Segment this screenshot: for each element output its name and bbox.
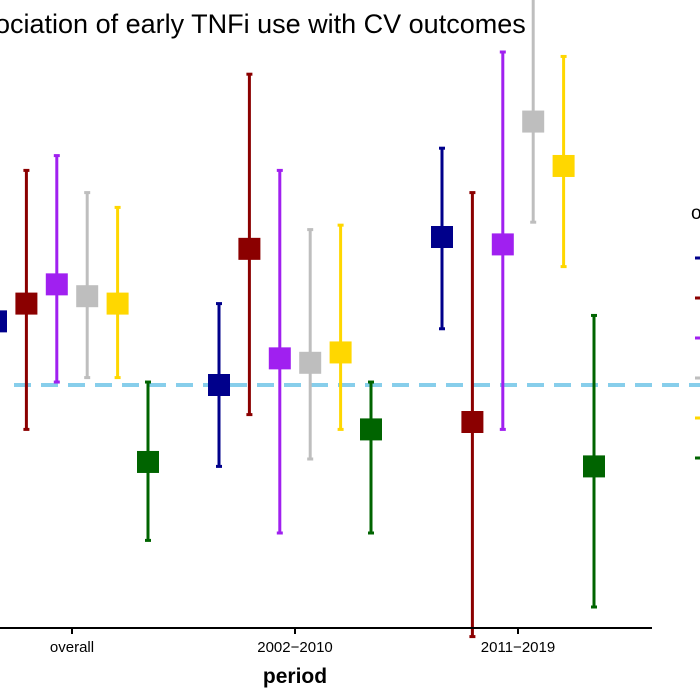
- point-estimate: [0, 310, 7, 333]
- point-estimate: [208, 374, 230, 396]
- point-estimate: [268, 347, 291, 370]
- point-estimate: [76, 285, 99, 308]
- x-axis-ticks: overall 2002−2010 2011−2019: [50, 628, 555, 656]
- point-estimate: [45, 273, 68, 296]
- series-5: [106, 54, 575, 431]
- point-estimate: [106, 292, 129, 315]
- point-estimate: [299, 351, 322, 374]
- x-tick-label: overall: [50, 639, 94, 656]
- x-axis-title: period: [263, 665, 327, 688]
- series-3: [45, 50, 514, 535]
- point-estimate: [15, 292, 38, 315]
- point-estimate: [431, 226, 453, 248]
- series-4: [76, 0, 545, 461]
- series-6: [137, 313, 605, 609]
- x-tick-label: 2002−2010: [257, 639, 333, 656]
- point-estimate: [360, 418, 382, 441]
- plot-area: [0, 0, 700, 639]
- point-estimate: [329, 341, 352, 364]
- point-estimate: [137, 450, 159, 473]
- point-estimate: [491, 233, 514, 256]
- point-estimate: [552, 154, 575, 177]
- point-estimate: [461, 411, 484, 433]
- point-estimate: [583, 455, 605, 478]
- series-2: [15, 72, 484, 639]
- point-estimate: [238, 237, 261, 260]
- series-1: [0, 146, 453, 468]
- legend-title: outcome: [691, 203, 700, 224]
- x-tick-label: 2011−2019: [481, 639, 555, 656]
- chart-title: Association of early TNFi use with CV ou…: [0, 9, 526, 39]
- legend: [695, 256, 700, 460]
- point-estimate: [522, 110, 545, 133]
